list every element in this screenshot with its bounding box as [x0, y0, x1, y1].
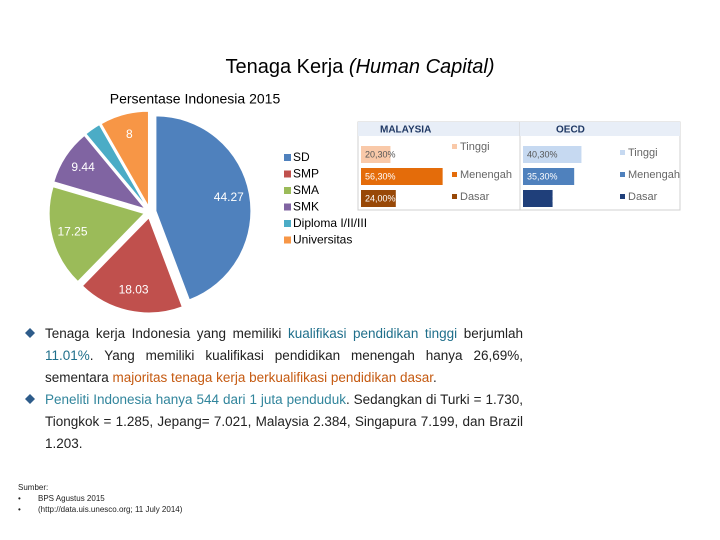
panel-title: MALAYSIA — [380, 125, 431, 136]
title-italic: (Human Capital) — [348, 56, 495, 78]
legend-label: SMK — [293, 200, 319, 214]
data-label: 44.27 — [214, 190, 244, 204]
pie-slice — [48, 186, 146, 283]
data-label: 18.03 — [119, 283, 149, 297]
bullet: Peneliti Indonesia hanya 544 dari 1 juta… — [25, 389, 523, 455]
bar — [361, 190, 396, 207]
bullet-marker — [25, 394, 35, 404]
legend-label: Menengah — [460, 169, 512, 181]
legend-label: Diploma I/II/III — [293, 216, 367, 230]
data-label: 24,00% — [365, 193, 396, 203]
bar — [361, 168, 443, 185]
source: Sumber: • BPS Agustus 2015 • (http://data.… — [18, 482, 182, 515]
pie-slice — [81, 216, 183, 314]
legend-label: SMP — [293, 167, 319, 181]
legend-swatch — [284, 203, 291, 211]
highlight: kualifikasi pendidikan tinggi — [287, 326, 458, 341]
source-text: (http://data.uis.unesco.org; 11 July 201… — [38, 505, 183, 514]
legend-swatch — [452, 172, 457, 177]
legend-label: Dasar — [628, 191, 658, 203]
legend-label: Tinggi — [628, 147, 658, 159]
panel-header — [520, 122, 680, 136]
data-label: 56,30% — [365, 171, 396, 181]
text: berjumlah — [457, 326, 524, 341]
legend-label: Universitas — [293, 233, 352, 247]
bullet-list: Tenaga kerja Indonesia yang memiliki kua… — [25, 323, 524, 455]
data-label: 35,30% — [527, 171, 558, 181]
text: Tenaga kerja Indonesia yang memiliki — [45, 326, 288, 341]
data-label: 8 — [126, 127, 133, 141]
pie-slice — [53, 134, 147, 210]
bullet-marker — [25, 328, 35, 338]
bar — [361, 146, 391, 163]
legend-swatch — [284, 187, 291, 194]
legend-label: Menengah — [628, 169, 680, 181]
text: . Yang memiliki kualifikasi pendidikan m… — [45, 348, 523, 385]
bullet: Tenaga kerja Indonesia yang memiliki kua… — [25, 323, 524, 389]
panel-title: OECD — [556, 125, 585, 136]
highlight: Peneliti Indonesia hanya 544 dari 1 juta… — [45, 392, 346, 407]
slide-title: Tenaga Kerja (Human Capital) — [0, 56, 720, 79]
legend-swatch — [452, 194, 457, 199]
data-label: 17.25 — [57, 224, 87, 238]
data-label: 20,40% — [552, 193, 583, 203]
highlight: majoritas tenaga kerja berkualifikasi pe… — [112, 370, 433, 385]
text: . — [432, 370, 437, 385]
legend-swatch — [620, 150, 625, 155]
data-label: 40,30% — [527, 149, 558, 159]
data-label: 9.44 — [71, 160, 95, 174]
legend-swatch — [284, 220, 291, 227]
legend-label: Dasar — [460, 191, 490, 203]
bar — [523, 146, 582, 163]
highlight: 11.01% — [45, 348, 90, 363]
pie-slice — [100, 110, 149, 209]
legend-swatch — [284, 170, 291, 178]
data-label: 20,30% — [365, 149, 396, 159]
source-label: Sumber: — [18, 483, 49, 492]
legend-label: SMA — [293, 183, 319, 197]
legend-swatch — [284, 236, 291, 244]
source-item: • (http://data.uis.unesco.org; 11 July 20… — [18, 505, 183, 514]
panel-header — [358, 122, 520, 136]
legend-label: Tinggi — [460, 141, 490, 153]
legend-label: SD — [293, 150, 310, 164]
pie-slice — [155, 115, 252, 301]
legend-swatch — [452, 144, 457, 149]
title-main: Tenaga Kerja — [225, 56, 344, 78]
bar — [523, 190, 553, 207]
legend-swatch — [284, 154, 291, 161]
pie-slice — [85, 123, 148, 208]
text: . Sedangkan di Turki = 1.730, Tiongkok =… — [45, 392, 523, 451]
source-item: • BPS Agustus 2015 — [18, 494, 105, 503]
legend-swatch — [620, 172, 625, 177]
legend-swatch — [620, 194, 625, 199]
chart-title: Persentase Indonesia 2015 — [110, 91, 281, 107]
source-text: BPS Agustus 2015 — [38, 494, 105, 503]
bar — [523, 168, 575, 185]
